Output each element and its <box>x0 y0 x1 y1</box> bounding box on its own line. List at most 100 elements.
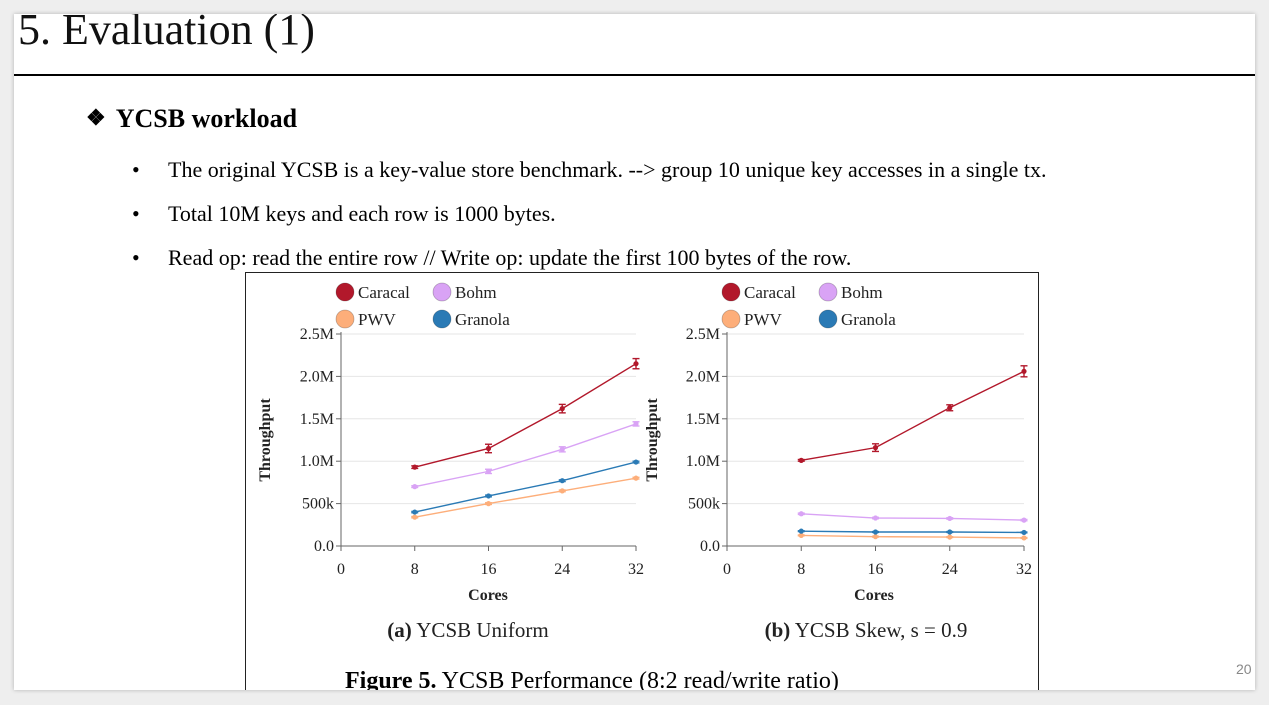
title-divider <box>14 74 1255 76</box>
legend-marker-caracal <box>721 282 741 302</box>
data-point-pwv <box>947 534 953 540</box>
y-axis-label: Throughput <box>257 398 274 482</box>
legend-label-pwv: PWV <box>744 310 783 329</box>
legend-marker-bohm <box>818 282 838 302</box>
y-tick-label: 500k <box>302 496 334 513</box>
chart-subtitle: (b) YCSB Skew, s = 0.9 <box>765 618 968 642</box>
slide: 5. Evaluation (1) ❖ YCSB workload • The or… <box>14 14 1255 690</box>
y-tick-label: 2.0M <box>300 368 334 385</box>
figure-panel: 0.0 500k 1.0M 1.5M 2.0M 2.5M 0 8 16 24 32 Cores Thro… <box>245 272 1039 690</box>
legend-marker-granola <box>818 309 838 329</box>
data-point-bohm <box>872 515 879 521</box>
chart-skew: 0.0 500k 1.0M 1.5M 2.0M 2.5M 0 8 16 24 32 Cores Thro… <box>644 282 1032 642</box>
series-line-granola <box>414 461 637 513</box>
legend-marker-granola <box>432 309 452 329</box>
data-point-caracal <box>872 445 879 451</box>
section-heading-text: YCSB workload <box>115 104 298 133</box>
data-point-granola <box>872 529 879 535</box>
data-point-caracal <box>485 445 492 452</box>
y-tick-label: 1.5M <box>686 411 720 428</box>
y-tick-label: 1.5M <box>300 411 334 428</box>
x-tick-label: 0 <box>723 561 731 578</box>
data-point-bohm <box>633 421 639 427</box>
slide-title: 5. Evaluation (1) <box>18 14 315 54</box>
data-point-pwv <box>798 532 804 538</box>
data-point-caracal <box>412 464 418 470</box>
data-point-bohm <box>947 515 953 522</box>
series-line-caracal <box>801 370 1025 462</box>
bullet-dot-icon: • <box>132 201 140 226</box>
chart-subtitle-text: YCSB Skew, s = 0.9 <box>790 618 967 642</box>
series-line-pwv <box>414 477 637 518</box>
data-point-caracal <box>1021 368 1027 374</box>
data-point-bohm <box>798 511 804 517</box>
chart-subtitle-label: (a) <box>387 618 412 642</box>
x-tick-label: 8 <box>797 561 805 578</box>
y-tick-label: 0.0 <box>700 538 720 555</box>
data-point-pwv <box>485 501 492 507</box>
legend-label-pwv: PWV <box>358 310 397 329</box>
bullet-text: Read op: read the entire row // Write op… <box>168 245 852 270</box>
legend-label-granola: Granola <box>455 310 510 329</box>
data-point-pwv <box>633 475 639 481</box>
y-tick-label: 2.5M <box>300 326 334 343</box>
series-line-bohm <box>801 513 1025 521</box>
data-point-granola <box>485 493 492 499</box>
legend-label-bohm: Bohm <box>841 283 883 302</box>
x-tick-label: 16 <box>481 561 497 578</box>
y-tick-label: 1.0M <box>300 453 334 470</box>
y-tick-label: 2.0M <box>686 368 720 385</box>
data-point-bohm <box>559 446 565 452</box>
legend-marker-pwv <box>721 309 741 329</box>
chart-subtitle-text: YCSB Uniform <box>412 618 549 642</box>
legend-marker-pwv <box>335 309 355 329</box>
x-tick-label: 32 <box>628 561 644 578</box>
data-point-granola <box>412 509 418 515</box>
data-point-caracal <box>633 361 639 367</box>
x-tick-label: 0 <box>337 561 345 578</box>
series-line-caracal <box>414 363 637 468</box>
figure-caption: Figure 5. YCSB Performance (8:2 read/wri… <box>345 668 839 690</box>
bullet-item: • Read op: read the entire row // Write o… <box>132 245 851 271</box>
series-line-granola <box>801 530 1025 534</box>
y-tick-label: 1.0M <box>686 453 720 470</box>
legend-label-caracal: Caracal <box>358 283 410 302</box>
chart-subtitle-label: (b) <box>765 618 791 642</box>
data-point-caracal <box>559 406 565 412</box>
legend-marker-bohm <box>432 282 452 302</box>
data-point-bohm <box>485 468 492 474</box>
y-tick-label: 500k <box>688 496 720 513</box>
bullet-dot-icon: • <box>132 157 140 182</box>
x-tick-label: 24 <box>554 561 570 578</box>
bullet-item: • The original YCSB is a key-value store … <box>132 157 1047 183</box>
data-point-pwv <box>872 534 879 540</box>
x-tick-label: 32 <box>1016 561 1032 578</box>
page-number: 20 <box>1236 661 1252 677</box>
bullet-dot-icon: • <box>132 245 140 270</box>
y-tick-label: 0.0 <box>314 538 334 555</box>
figure-caption-label: Figure 5. <box>345 668 437 690</box>
section-heading: ❖ YCSB workload <box>86 104 297 134</box>
y-tick-label: 2.5M <box>686 326 720 343</box>
figure-svg: 0.0 500k 1.0M 1.5M 2.0M 2.5M 0 8 16 24 32 Cores Thro… <box>257 282 1032 690</box>
x-tick-label: 16 <box>868 561 884 578</box>
data-point-caracal <box>947 405 953 411</box>
data-point-granola <box>559 478 565 484</box>
chart-uniform: 0.0 500k 1.0M 1.5M 2.0M 2.5M 0 8 16 24 32 Cores Thro… <box>257 282 644 642</box>
data-point-granola <box>633 459 639 465</box>
bullet-text: The original YCSB is a key-value store b… <box>168 157 1047 182</box>
y-axis-label: Throughput <box>644 398 661 482</box>
data-point-granola <box>1021 529 1027 536</box>
x-tick-label: 8 <box>411 561 419 578</box>
data-point-pwv <box>559 488 565 494</box>
legend-label-granola: Granola <box>841 310 896 329</box>
data-point-bohm <box>1021 517 1027 523</box>
x-axis-label: Cores <box>854 587 894 604</box>
chart-subtitle: (a) YCSB Uniform <box>387 618 548 642</box>
data-point-caracal <box>798 457 804 463</box>
bullet-item: • Total 10M keys and each row is 1000 byt… <box>132 201 556 227</box>
series-line-bohm <box>414 423 637 488</box>
data-point-granola <box>798 528 804 534</box>
diamond-bullet-icon: ❖ <box>86 105 106 130</box>
series-line-pwv <box>801 534 1025 539</box>
